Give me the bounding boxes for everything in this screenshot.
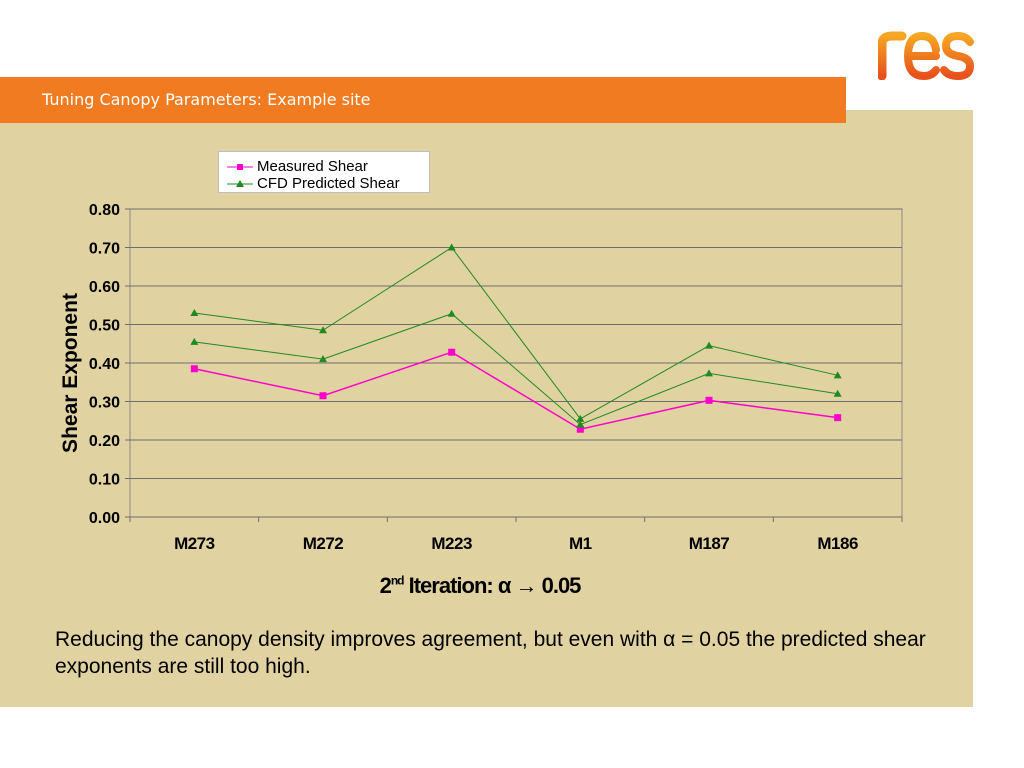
x-tick-label: M272 bbox=[303, 534, 344, 553]
title-bar: Tuning Canopy Parameters: Example site bbox=[0, 77, 846, 123]
y-axis-label: Shear Exponent bbox=[59, 293, 82, 453]
series-line-2 bbox=[194, 313, 838, 426]
subtitle-prefix: 2 bbox=[379, 573, 392, 598]
y-tick-label: 0.10 bbox=[89, 472, 120, 489]
legend-swatch-cfd bbox=[227, 179, 253, 187]
slide-title: Tuning Canopy Parameters: Example site bbox=[42, 90, 371, 109]
subtitle-main: Iteration: α → 0. bbox=[403, 573, 559, 598]
x-tick-label: M186 bbox=[817, 534, 858, 553]
data-point-measured bbox=[705, 396, 713, 404]
y-tick-label: 0.20 bbox=[89, 433, 120, 450]
data-point-measured bbox=[190, 365, 198, 373]
data-point-measured bbox=[319, 392, 327, 400]
y-tick-label: 0.40 bbox=[89, 356, 120, 373]
y-tick-label: 0.30 bbox=[89, 395, 120, 412]
data-point-cfd bbox=[576, 414, 585, 422]
legend-entry-cfd: CFD Predicted Shear bbox=[219, 175, 429, 192]
data-point-cfd bbox=[705, 341, 713, 349]
data-point-cfd bbox=[576, 420, 585, 428]
data-point-cfd bbox=[833, 389, 842, 397]
chart-legend: Measured Shear CFD Predicted Shear bbox=[218, 151, 430, 193]
data-point-cfd bbox=[190, 337, 199, 345]
y-tick-label: 0.50 bbox=[89, 318, 120, 335]
series-line-1 bbox=[194, 246, 838, 420]
shear-exponent-chart: 0.00 0.10 0.20 0.30 0.40 0.50 0.60 0.70 0.80 M273… bbox=[59, 202, 903, 553]
y-tick-label: 0.60 bbox=[89, 279, 120, 296]
data-point-cfd bbox=[833, 371, 842, 379]
legend-entry-measured: Measured Shear bbox=[219, 158, 429, 175]
series-line-0 bbox=[194, 351, 838, 431]
data-point-cfd bbox=[190, 308, 199, 316]
subtitle-sup: nd bbox=[390, 573, 405, 588]
data-point-cfd bbox=[705, 369, 713, 377]
data-point-measured bbox=[834, 414, 842, 422]
legend-label-cfd: CFD Predicted Shear bbox=[257, 175, 400, 192]
x-tick-label: M187 bbox=[689, 534, 730, 553]
data-point-cfd bbox=[319, 326, 327, 334]
y-tick-label: 0.00 bbox=[89, 510, 120, 527]
subtitle-digits: 05 bbox=[557, 573, 582, 598]
chart-subtitle: 2nd Iteration: α → 0.05 bbox=[0, 573, 960, 599]
x-tick-label: M273 bbox=[174, 534, 215, 553]
data-point-cfd bbox=[447, 309, 456, 317]
legend-label-measured: Measured Shear bbox=[257, 158, 368, 175]
res-logo bbox=[878, 31, 974, 80]
y-tick-label: 0.70 bbox=[89, 241, 120, 258]
legend-swatch-measured bbox=[227, 163, 253, 170]
slide-caption: Reducing the canopy density improves agr… bbox=[55, 628, 926, 678]
x-tick-label: M1 bbox=[569, 534, 592, 553]
y-tick-label: 0.80 bbox=[89, 202, 120, 219]
data-point-measured bbox=[448, 348, 456, 356]
data-point-cfd bbox=[447, 243, 456, 251]
x-tick-label: M223 bbox=[431, 534, 472, 553]
data-point-cfd bbox=[319, 355, 327, 363]
data-point-measured bbox=[576, 425, 584, 433]
